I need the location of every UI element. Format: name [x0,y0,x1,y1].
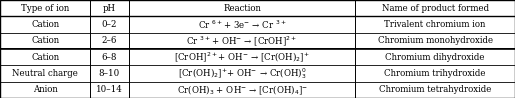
Text: Cation: Cation [31,20,59,29]
Text: [Cr(OH)$_2$]$^{+}$+ OH$^{-}$ → Cr(OH)$_3^{0}$: [Cr(OH)$_2$]$^{+}$+ OH$^{-}$ → Cr(OH)$_3… [178,66,306,81]
Text: Cation: Cation [31,53,59,62]
Text: 0–2: 0–2 [101,20,117,29]
Text: Chromium dihydroxide: Chromium dihydroxide [385,53,485,62]
Text: Type of ion: Type of ion [21,4,69,13]
Text: Anion: Anion [32,85,58,94]
Text: 2–6: 2–6 [102,36,117,45]
Text: Cr(OH)$_3$ + OH$^{-}$ → [Cr(OH)$_4$]$^{-}$: Cr(OH)$_3$ + OH$^{-}$ → [Cr(OH)$_4$]$^{-… [177,83,307,97]
Text: pH: pH [103,4,116,13]
Text: Cr $^{6+}$+ 3e$^{-}$ → Cr $^{3+}$: Cr $^{6+}$+ 3e$^{-}$ → Cr $^{3+}$ [198,18,286,31]
Text: Neutral charge: Neutral charge [12,69,78,78]
Text: Chromium tetrahydroxide: Chromium tetrahydroxide [379,85,491,94]
Text: Reaction: Reaction [223,4,261,13]
Text: 10–14: 10–14 [96,85,123,94]
Text: 6–8: 6–8 [101,53,117,62]
Text: Chromium trihydroxide: Chromium trihydroxide [384,69,486,78]
Text: Cation: Cation [31,36,59,45]
Text: Cr $^{3+}$+ OH$^{-}$ → [CrOH]$^{2+}$: Cr $^{3+}$+ OH$^{-}$ → [CrOH]$^{2+}$ [186,34,298,48]
Text: Name of product formed: Name of product formed [382,4,489,13]
Text: 8–10: 8–10 [99,69,120,78]
Text: [CrOH]$^{2+}$+ OH$^{-}$ → [Cr(OH)$_2$]$^{+}$: [CrOH]$^{2+}$+ OH$^{-}$ → [Cr(OH)$_2$]$^… [174,50,310,64]
Text: Chromium monohydroxide: Chromium monohydroxide [377,36,493,45]
Text: Trivalent chromium ion: Trivalent chromium ion [385,20,486,29]
